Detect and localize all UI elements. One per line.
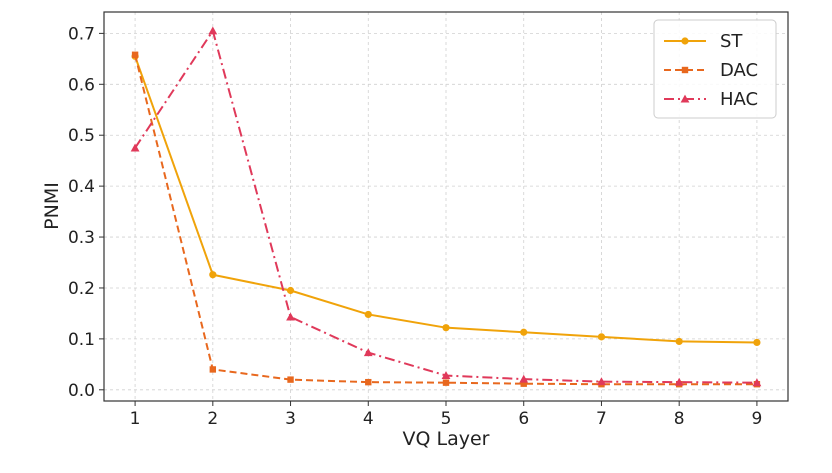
data-point-st (442, 324, 450, 332)
x-tick-label: 1 (130, 409, 141, 429)
x-axis-ticks: 1 2 3 4 5 6 7 8 9 (130, 401, 762, 429)
y-tick-label: 0.5 (68, 126, 95, 146)
legend-label-st: ST (720, 31, 743, 52)
x-tick-label: 9 (751, 409, 762, 429)
legend-marker-st (681, 37, 689, 45)
data-point-hac (519, 374, 529, 383)
legend-label-hac: HAC (720, 89, 758, 110)
x-axis-label: VQ Layer (403, 428, 490, 450)
data-point-dac (131, 51, 139, 58)
data-point-st (209, 271, 217, 279)
data-point-hac (286, 312, 295, 321)
data-point-hac (208, 26, 218, 35)
data-point-dac (520, 380, 527, 387)
series-st (131, 52, 761, 347)
data-point-dac (365, 378, 372, 386)
legend-marker-dac (681, 66, 689, 74)
data-point-st (364, 310, 372, 319)
y-tick-label: 0.7 (68, 24, 95, 44)
y-tick-label: 0.2 (68, 279, 95, 299)
y-tick-label: 0.4 (68, 177, 95, 197)
plot-area (130, 26, 762, 388)
data-point-hac (674, 377, 684, 386)
y-tick-label: 0.0 (68, 381, 95, 401)
data-point-hac (363, 348, 373, 357)
data-point-hac (441, 371, 451, 380)
legend-label-dac: DAC (720, 60, 758, 81)
series-line-dac (134, 54, 757, 386)
data-point-st (675, 337, 683, 346)
data-point-dac (442, 379, 450, 386)
legend-marker-hac (680, 94, 690, 103)
data-point-st (520, 328, 528, 336)
x-tick-label: 8 (674, 409, 685, 429)
x-tick-label: 6 (518, 409, 529, 429)
x-tick-label: 5 (441, 409, 452, 429)
data-point-dac (287, 376, 294, 383)
data-point-st (286, 286, 295, 295)
data-point-hac (752, 378, 762, 387)
legend: ST DAC HAC (653, 19, 777, 119)
data-point-st (597, 333, 606, 341)
data-point-hac (130, 143, 140, 152)
y-axis-ticks: 0.0 0.1 0.2 0.3 0.4 0.5 0.6 0.7 (68, 24, 104, 401)
y-tick-label: 0.3 (68, 228, 95, 248)
data-point-st (753, 338, 761, 347)
y-axis-label: PNMI (41, 182, 63, 230)
data-point-dac (209, 366, 217, 373)
x-tick-label: 7 (596, 409, 607, 429)
y-tick-label: 0.6 (68, 75, 95, 95)
series-hac (130, 26, 762, 387)
data-point-hac (597, 377, 606, 386)
x-tick-label: 4 (363, 409, 374, 429)
y-tick-label: 0.1 (68, 330, 95, 350)
x-tick-label: 3 (285, 409, 296, 429)
x-tick-label: 2 (207, 409, 218, 429)
